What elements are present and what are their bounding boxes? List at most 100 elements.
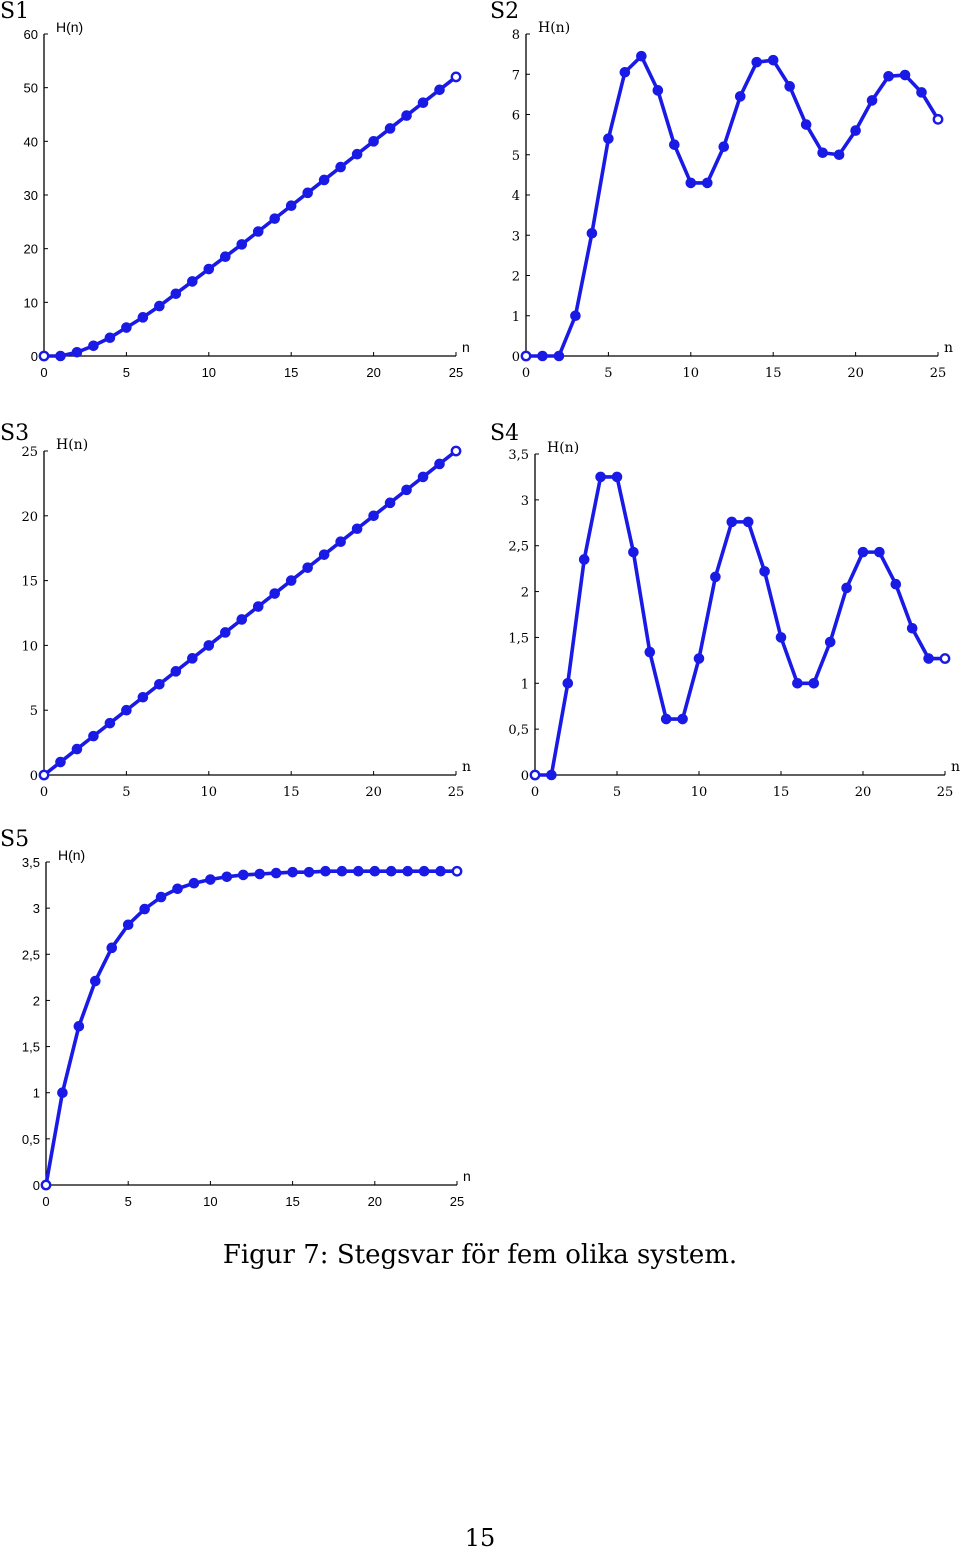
x-axis-label: n bbox=[944, 340, 953, 356]
y-tick-label: 10 bbox=[21, 639, 38, 654]
x-tick-label: 5 bbox=[613, 785, 621, 800]
data-point bbox=[562, 677, 574, 689]
data-point bbox=[104, 332, 116, 344]
data-point bbox=[923, 653, 934, 664]
data-point bbox=[254, 868, 266, 880]
x-tick-label: 15 bbox=[284, 365, 298, 380]
data-point bbox=[636, 50, 647, 62]
x-tick-label: 0 bbox=[531, 785, 539, 800]
data-point bbox=[121, 322, 132, 333]
x-tick-label: 5 bbox=[122, 785, 130, 800]
y-tick-label: 0,5 bbox=[22, 1132, 40, 1147]
data-point bbox=[203, 640, 215, 651]
data-point bbox=[106, 942, 118, 954]
series-line bbox=[44, 75, 458, 358]
data-point bbox=[619, 66, 631, 78]
data-point bbox=[335, 536, 346, 548]
data-point bbox=[734, 91, 746, 102]
data-point bbox=[384, 497, 396, 509]
y-tick-label: 60 bbox=[24, 27, 38, 42]
data-point bbox=[318, 174, 330, 186]
data-point bbox=[800, 119, 812, 130]
data-point bbox=[188, 877, 200, 889]
data-point bbox=[866, 95, 878, 106]
data-point bbox=[916, 87, 927, 98]
x-tick-label: 0 bbox=[40, 785, 48, 800]
panel-label: S5 bbox=[0, 827, 29, 852]
x-axis-label: n bbox=[462, 339, 470, 355]
y-axis-label: H(n) bbox=[56, 19, 83, 35]
y-tick-label: 2,5 bbox=[22, 947, 40, 962]
data-point bbox=[71, 743, 83, 755]
data-point bbox=[817, 147, 828, 159]
panel-label: S3 bbox=[0, 421, 29, 446]
data-point bbox=[104, 717, 116, 729]
y-tick-label: 1 bbox=[512, 310, 520, 325]
y-tick-label: 20 bbox=[21, 510, 38, 525]
data-point bbox=[701, 177, 713, 189]
y-tick-label: 3,5 bbox=[22, 855, 40, 870]
x-tick-label: 10 bbox=[203, 1194, 217, 1209]
x-tick-label: 20 bbox=[847, 366, 864, 381]
data-point bbox=[603, 133, 614, 144]
data-point bbox=[685, 177, 697, 189]
data-point bbox=[401, 484, 412, 496]
x-tick-label: 15 bbox=[765, 366, 782, 381]
panel-label: S1 bbox=[0, 0, 29, 24]
data-point bbox=[595, 471, 606, 483]
data-point bbox=[236, 614, 248, 625]
data-point bbox=[450, 71, 462, 83]
x-tick-label: 5 bbox=[125, 1194, 132, 1209]
data-point bbox=[155, 891, 167, 903]
data-point bbox=[890, 578, 902, 590]
x-tick-label: 0 bbox=[42, 1194, 49, 1209]
data-point bbox=[669, 139, 680, 150]
chart-panel-s1: S1 H(n) n 0 5 10 15 20 25 0 10 20 30 40 50 60 bbox=[0, 0, 470, 380]
data-point bbox=[660, 713, 672, 725]
y-tick-label: 1 bbox=[521, 677, 529, 692]
data-point bbox=[55, 756, 66, 768]
data-point bbox=[808, 677, 820, 689]
data-point bbox=[850, 125, 861, 136]
data-point bbox=[434, 84, 445, 96]
data-point bbox=[302, 187, 313, 199]
data-point bbox=[874, 546, 885, 558]
data-point bbox=[270, 867, 282, 879]
y-tick-label: 0 bbox=[30, 769, 38, 784]
data-point bbox=[335, 161, 346, 173]
x-tick-label: 15 bbox=[283, 785, 300, 800]
data-point bbox=[187, 276, 198, 287]
data-point bbox=[369, 865, 381, 877]
y-tick-label: 5 bbox=[512, 149, 520, 164]
x-tick-label: 15 bbox=[773, 785, 790, 800]
x-tick-label: 25 bbox=[448, 785, 465, 800]
x-axis-label: n bbox=[463, 1168, 471, 1184]
data-point bbox=[368, 510, 379, 522]
data-point bbox=[833, 149, 845, 161]
data-point bbox=[236, 239, 248, 250]
panel-label: S2 bbox=[490, 0, 519, 24]
data-point bbox=[677, 713, 688, 725]
y-tick-label: 3 bbox=[512, 229, 520, 244]
data-point bbox=[520, 350, 532, 362]
y-tick-label: 15 bbox=[21, 575, 38, 590]
x-tick-label: 25 bbox=[937, 785, 954, 800]
chart-panel-s4: S4 H(n) n 0 5 10 15 20 25 0 0,5 1 1,5 2 2,5 3 3,5 bbox=[490, 421, 960, 800]
y-tick-label: 1,5 bbox=[508, 631, 529, 646]
y-tick-label: 2 bbox=[33, 993, 40, 1008]
data-point bbox=[121, 704, 132, 716]
x-tick-label: 10 bbox=[201, 785, 218, 800]
data-point bbox=[546, 769, 557, 781]
data-point bbox=[137, 691, 149, 703]
data-point bbox=[38, 769, 50, 781]
y-tick-label: 3,5 bbox=[508, 448, 529, 463]
y-tick-label: 2,5 bbox=[508, 540, 529, 555]
y-tick-label: 8 bbox=[512, 28, 520, 43]
data-point bbox=[40, 1179, 52, 1191]
y-tick-label: 0,5 bbox=[508, 723, 529, 738]
x-tick-label: 10 bbox=[683, 366, 700, 381]
data-point bbox=[906, 622, 918, 634]
data-point bbox=[435, 865, 446, 877]
x-axis-label: n bbox=[951, 759, 960, 775]
